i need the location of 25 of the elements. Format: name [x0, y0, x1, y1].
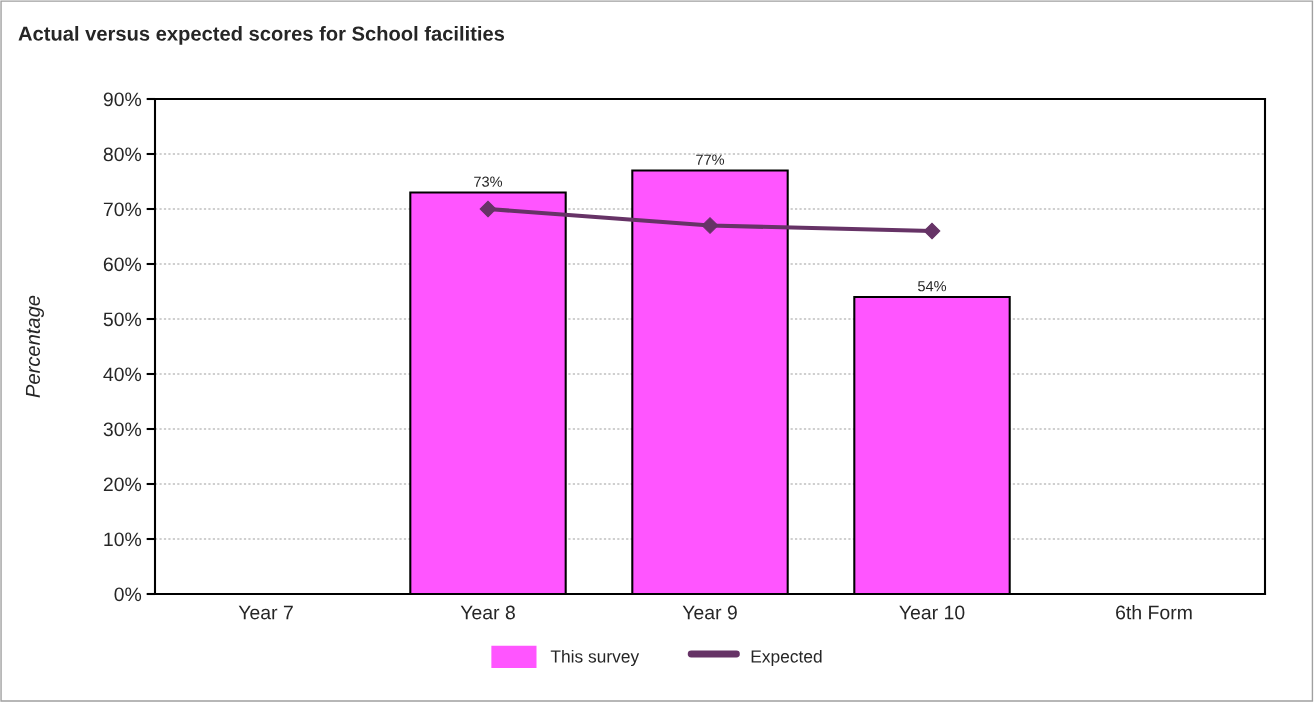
y-axis-title: Percentage [25, 295, 44, 398]
x-tick-label: 6th Form [1116, 605, 1192, 620]
legend-label: This survey [550, 649, 640, 667]
y-tick-label: 90% [103, 92, 142, 107]
y-tick-label: 40% [103, 367, 142, 382]
y-tick-label: 30% [103, 422, 142, 437]
y-tick-label: 10% [104, 532, 142, 547]
y-tick-label: 50% [103, 312, 142, 327]
chart-title: Actual versus expected scores for School facilities [18, 26, 505, 45]
y-tick-label: 80% [103, 147, 142, 162]
x-tick-label: Year 8 [460, 605, 515, 620]
x-tick-label: Year 9 [682, 605, 737, 620]
data-label: 73% [474, 176, 503, 187]
y-tick-label: 70% [103, 202, 142, 217]
x-tick-label: Year 10 [899, 605, 965, 620]
y-tick-label: 60% [103, 257, 142, 272]
data-label: 54% [917, 281, 947, 292]
legend-label: Expected [751, 649, 822, 667]
point [923, 222, 941, 240]
x-tick-label: Year 7 [238, 605, 293, 620]
point [701, 217, 719, 234]
y-tick-label: 20% [103, 477, 142, 492]
data-label: 77% [696, 154, 725, 165]
y-tick-label: 0% [114, 587, 142, 602]
point [479, 200, 497, 218]
